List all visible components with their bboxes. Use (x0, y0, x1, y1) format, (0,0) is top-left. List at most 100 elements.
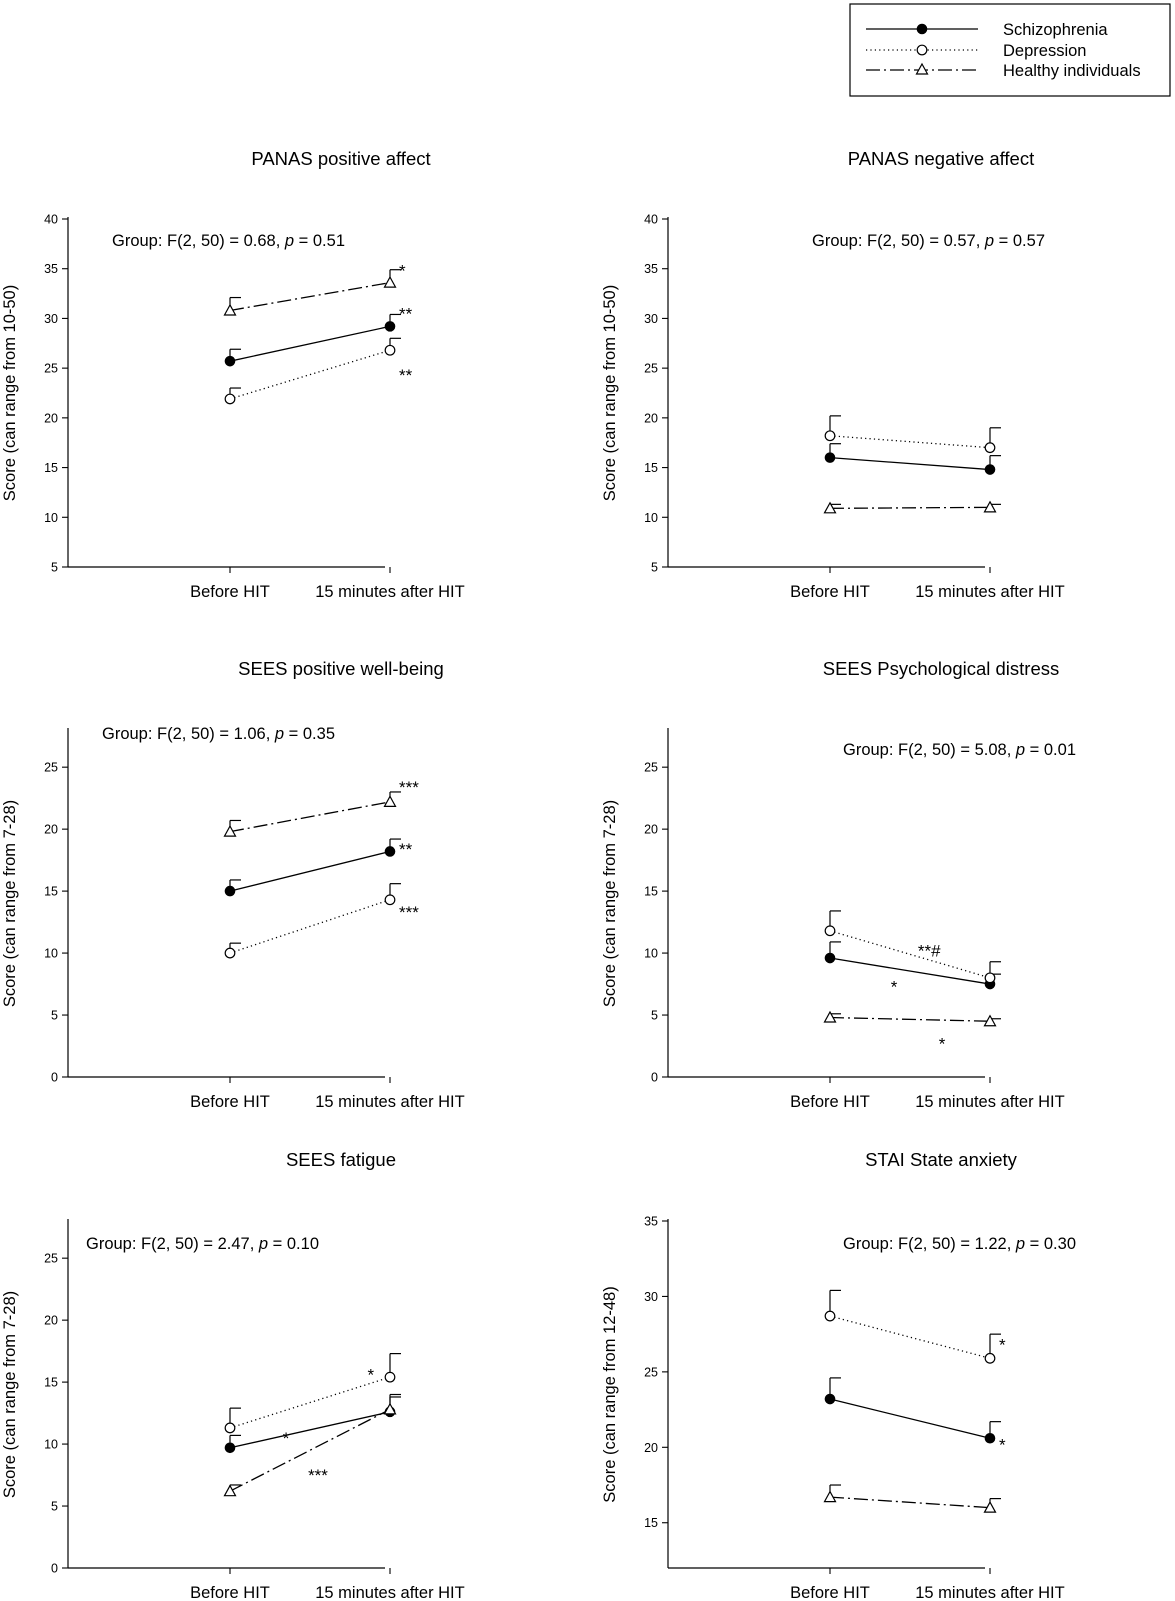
y-tick-label: 15 (44, 461, 58, 475)
group-statistic: Group: F(2, 50) = 0.68, p = 0.51 (112, 232, 345, 250)
series-line (829, 1496, 991, 1509)
chart-panels: PANAS positive affect 5 10 15 20 25 30 35 40 Scor… (1, 148, 1076, 1601)
data-point-filled-circle (224, 1442, 236, 1454)
y-tick-label: 0 (51, 1071, 58, 1085)
x-tick-label-before-hit: Before HIT (190, 1584, 270, 1601)
series-schizophrenia (824, 1377, 1001, 1444)
data-point-open-circle (824, 1310, 836, 1322)
series-line (829, 1315, 991, 1359)
panel-panas-negative-affect: PANAS negative affect 5 10 15 20 25 30 35 40 Scor… (601, 148, 1065, 601)
series-line (829, 1016, 991, 1022)
legend-label-schizophrenia: Schizophrenia (1003, 21, 1108, 39)
y-tick-label: 15 (644, 885, 658, 899)
significance-marker: **# (918, 942, 941, 961)
group-statistic-p: p (984, 232, 994, 250)
significance-marker: ** (399, 366, 413, 385)
y-tick-label: 25 (644, 362, 658, 376)
significance-marker: ** (399, 840, 413, 859)
series-healthy-individuals (223, 791, 401, 837)
chart-title: SEES Psychological distress (823, 658, 1060, 679)
y-tick-label: 25 (644, 1365, 658, 1379)
data-point-open-triangle (823, 501, 837, 514)
group-statistic-suffix: = 0.30 (1025, 1235, 1076, 1253)
group-statistic: Group: F(2, 50) = 0.57, p = 0.57 (812, 232, 1045, 250)
data-point-filled-circle (824, 452, 836, 463)
series-line (229, 1411, 391, 1449)
y-tick-label: 20 (44, 411, 58, 425)
significance-marker: * (939, 1035, 946, 1054)
y-tick-label: 20 (644, 1441, 658, 1455)
x-tick-label-before-hit: Before HIT (190, 583, 270, 601)
legend-frame (849, 3, 1171, 97)
series-depression (224, 883, 401, 959)
group-statistic-prefix: Group: F(2, 50) = 5.08, (843, 741, 1016, 759)
series-line (229, 1408, 391, 1492)
group-statistic-p: p (274, 725, 284, 743)
series-line (229, 325, 391, 362)
y-axis-label: Score (can range from 7-28) (1, 1291, 19, 1498)
data-point-open-circle (984, 972, 996, 984)
group-statistic-prefix: Group: F(2, 50) = 0.57, (812, 232, 985, 250)
series-healthy-individuals (823, 1484, 1001, 1513)
data-point-open-circle (984, 1352, 996, 1364)
y-axis-label: Score (can range from 10-50) (601, 285, 619, 501)
y-axis-label: Score (can range from 12-48) (601, 1286, 619, 1502)
group-statistic: Group: F(2, 50) = 2.47, p = 0.10 (86, 1235, 319, 1253)
series-line (229, 281, 391, 312)
data-point-open-circle (384, 344, 396, 356)
y-tick-label: 0 (651, 1071, 658, 1085)
series-line (829, 957, 991, 985)
significance-marker: * (399, 262, 406, 281)
panel-sees-fatigue: SEES fatigue 0 5 10 15 20 25 Score (can range f… (1, 1149, 465, 1601)
y-tick-label: 25 (644, 761, 658, 775)
x-tick-label-15-minutes-after-hit: 15 minutes after HIT (915, 583, 1064, 601)
y-tick-label: 20 (644, 411, 658, 425)
panel-sees-positive-well-being: SEES positive well-being 0 5 10 15 20 25 Score … (1, 658, 465, 1111)
y-tick-label: 15 (44, 885, 58, 899)
data-point-open-circle (384, 894, 396, 906)
significance-marker: * (367, 1366, 374, 1385)
y-tick-label: 40 (644, 213, 658, 227)
open-circle-marker-icon (916, 44, 928, 56)
series-depression (824, 415, 1001, 454)
y-tick-label: 30 (44, 312, 58, 326)
data-point-open-circle (824, 430, 836, 442)
series-line (229, 899, 391, 954)
x-tick-label-before-hit: Before HIT (790, 1584, 870, 1601)
data-point-open-circle (984, 442, 996, 454)
y-axis-label: Score (can range from 10-50) (1, 285, 19, 501)
y-tick-label: 10 (44, 511, 58, 525)
data-point-filled-circle (224, 885, 236, 897)
series-schizophrenia (824, 941, 1001, 990)
group-statistic-suffix: = 0.35 (284, 725, 335, 743)
data-point-open-triangle (983, 1500, 997, 1513)
series-schizophrenia (224, 838, 401, 897)
group-statistic-prefix: Group: F(2, 50) = 1.06, (102, 725, 275, 743)
y-tick-label: 5 (51, 1009, 58, 1023)
y-tick-label: 35 (644, 262, 658, 276)
y-tick-label: 0 (51, 1562, 58, 1576)
y-tick-label: 5 (651, 1009, 658, 1023)
data-point-open-triangle (823, 1490, 837, 1503)
data-point-open-triangle (223, 303, 237, 316)
series-line (829, 1398, 991, 1439)
y-tick-label: 10 (644, 947, 658, 961)
data-point-open-circle (384, 1371, 396, 1383)
group-statistic-prefix: Group: F(2, 50) = 0.68, (112, 232, 285, 250)
x-tick-label-before-hit: Before HIT (190, 1093, 270, 1111)
data-point-open-triangle (383, 275, 397, 288)
y-tick-label: 15 (644, 1516, 658, 1530)
group-statistic: Group: F(2, 50) = 1.06, p = 0.35 (102, 725, 335, 743)
series-line (829, 506, 991, 509)
x-tick-label-15-minutes-after-hit: 15 minutes after HIT (315, 583, 464, 601)
y-tick-label: 15 (44, 1376, 58, 1390)
series-schizophrenia (224, 313, 401, 367)
y-tick-label: 25 (44, 362, 58, 376)
chart-title: PANAS positive affect (251, 148, 430, 169)
significance-marker: * (999, 1336, 1006, 1355)
group-statistic-suffix: = 0.10 (268, 1235, 319, 1253)
data-point-open-triangle (223, 824, 237, 837)
y-tick-label: 15 (644, 461, 658, 475)
series-schizophrenia (824, 443, 1001, 475)
x-tick-label-15-minutes-after-hit: 15 minutes after HIT (915, 1093, 1064, 1111)
